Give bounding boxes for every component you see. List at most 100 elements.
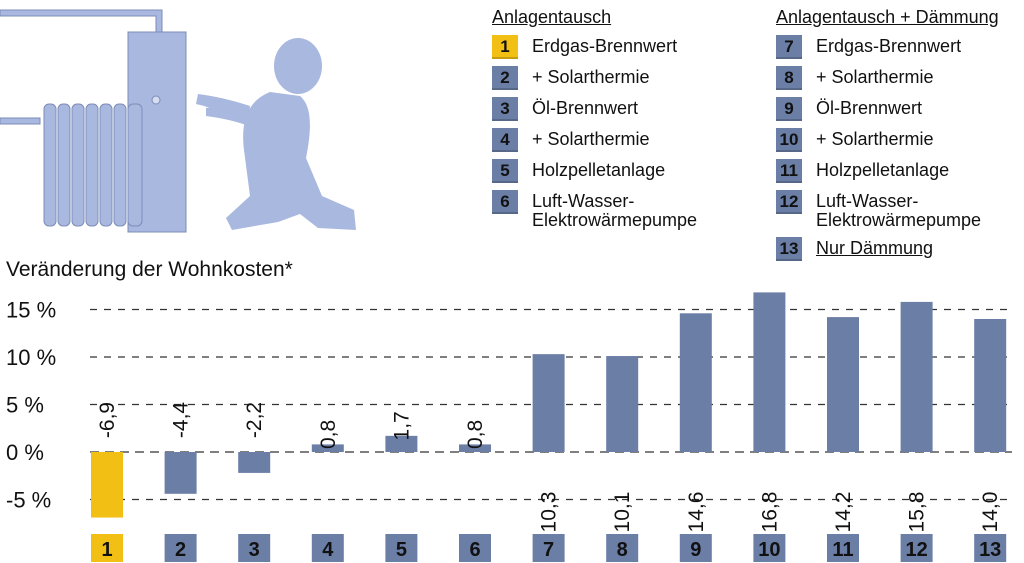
y-tick-label: 0 % — [6, 440, 44, 465]
category-label: 8 — [617, 539, 628, 561]
legend-heading-replacement: Anlagentausch — [492, 7, 612, 27]
y-tick-label: 15 % — [6, 298, 56, 323]
bar — [238, 452, 271, 473]
legend-item: 13 Nur Dämmung — [776, 237, 999, 261]
bar-value-label: 10,3 — [538, 492, 561, 533]
category-label: 2 — [175, 539, 186, 561]
legend-item: 7 Erdgas-Brennwert — [776, 35, 999, 59]
category-badge — [827, 534, 859, 562]
bar-value-label: 1,7 — [390, 411, 413, 440]
legend-badge: 13 — [776, 237, 802, 261]
category-label: 4 — [322, 539, 334, 561]
legend-badge: 8 — [776, 66, 802, 90]
legend-group-replacement: Anlagentausch 1 Erdgas-Brennwert 2 + Sol… — [492, 4, 697, 237]
legend-label: + Solarthermie — [532, 129, 650, 149]
bar — [311, 444, 344, 452]
bar — [974, 319, 1007, 452]
bar-value-label: 15,8 — [906, 492, 929, 533]
category-badge — [606, 534, 639, 562]
bar — [459, 444, 491, 452]
category-badge — [91, 534, 123, 562]
category-badge — [311, 534, 344, 562]
category-badge — [753, 534, 786, 562]
legend-item: 10 + Solarthermie — [776, 128, 999, 152]
chart-title: Veränderung der Wohnkosten* — [6, 258, 293, 281]
category-label: 7 — [543, 539, 554, 561]
legend-badge: 9 — [776, 97, 802, 121]
legend-item: 9 Öl-Brennwert — [776, 97, 999, 121]
category-badge — [900, 534, 933, 562]
bar-value-label: 14,2 — [832, 492, 855, 533]
legend-badge: 3 — [492, 97, 518, 121]
category-label: 11 — [832, 539, 853, 561]
legend-item: 3 Öl-Brennwert — [492, 97, 697, 121]
category-badge — [164, 534, 197, 562]
legend-label: Erdgas-Brennwert — [816, 36, 962, 56]
category-badge — [679, 534, 712, 562]
legend-badge: 1 — [492, 35, 518, 59]
category-label: 3 — [249, 539, 260, 561]
category-badge — [459, 534, 491, 562]
y-tick-label: -5 % — [6, 488, 51, 513]
legend-label: Luft-Wasser- Elektrowärmepumpe — [532, 191, 698, 230]
legend-item: 12 Luft-Wasser- Elektrowärmepumpe — [776, 190, 999, 230]
legend-label: Öl-Brennwert — [816, 98, 923, 118]
category-badge — [238, 534, 271, 562]
bar-value-label: 0,8 — [464, 420, 487, 449]
y-tick-label: 10 % — [6, 345, 56, 370]
legend-label: + Solarthermie — [532, 67, 650, 87]
legend-badge: 7 — [776, 35, 802, 59]
bar — [900, 301, 933, 452]
legend-item: 1 Erdgas-Brennwert — [492, 35, 697, 59]
category-label: 12 — [905, 539, 927, 561]
legend-label: Luft-Wasser- Elektrowärmepumpe — [816, 191, 982, 230]
legend-badge: 6 — [492, 190, 518, 214]
category-label: 6 — [469, 539, 480, 561]
legend-badge: 11 — [776, 159, 802, 183]
legend-label: Holzpelletanlage — [816, 160, 950, 180]
category-badge — [385, 534, 418, 562]
category-badge — [532, 534, 565, 562]
y-tick-label: 5 % — [6, 393, 44, 418]
legend-item: 8 + Solarthermie — [776, 66, 999, 90]
legend-item: 11 Holzpelletanlage — [776, 159, 999, 183]
legend-label: Nur Dämmung — [816, 238, 934, 258]
category-label: 9 — [690, 539, 701, 561]
bar-value-label: 10,1 — [611, 492, 634, 533]
legend-badge: 12 — [776, 190, 802, 214]
legend-label: Öl-Brennwert — [532, 98, 639, 118]
category-label: 13 — [979, 539, 1001, 561]
legend-item: 5 Holzpelletanlage — [492, 159, 697, 183]
bar-value-label: -2,2 — [243, 402, 266, 438]
bar — [164, 452, 197, 494]
legend-label: Erdgas-Brennwert — [532, 36, 678, 56]
bar-value-label: -6,9 — [96, 402, 119, 438]
legend-item: 4 + Solarthermie — [492, 128, 697, 152]
category-badge — [974, 534, 1007, 562]
bar-value-label: 14,0 — [979, 492, 1002, 533]
legend-label: Holzpelletanlage — [532, 160, 666, 180]
legend-item: 2 + Solarthermie — [492, 66, 697, 90]
bar — [606, 356, 639, 452]
legend-badge: 5 — [492, 159, 518, 183]
category-label: 1 — [101, 539, 112, 561]
bar — [385, 435, 418, 452]
legend-heading-replacement-insulation: Anlagentausch + Dämmung — [776, 7, 999, 27]
legend-badge: 2 — [492, 66, 518, 90]
bar-value-label: -4,4 — [170, 402, 193, 439]
bar-value-label: 16,8 — [758, 492, 781, 533]
legend-group-replacement-insulation: Anlagentausch + Dämmung 7 Erdgas-Brennwe… — [776, 4, 999, 268]
legend-label: + Solarthermie — [816, 67, 934, 87]
legend-label: + Solarthermie — [816, 129, 934, 149]
bar — [827, 317, 859, 452]
category-label: 5 — [396, 539, 407, 561]
legend-item: 6 Luft-Wasser- Elektrowärmepumpe — [492, 190, 697, 230]
legend-badge: 10 — [776, 128, 802, 152]
bar — [753, 292, 786, 452]
bar — [679, 313, 712, 452]
bar — [91, 452, 123, 518]
heating-installation-illustration — [0, 9, 356, 233]
category-label: 10 — [758, 539, 780, 561]
bar — [532, 354, 565, 452]
